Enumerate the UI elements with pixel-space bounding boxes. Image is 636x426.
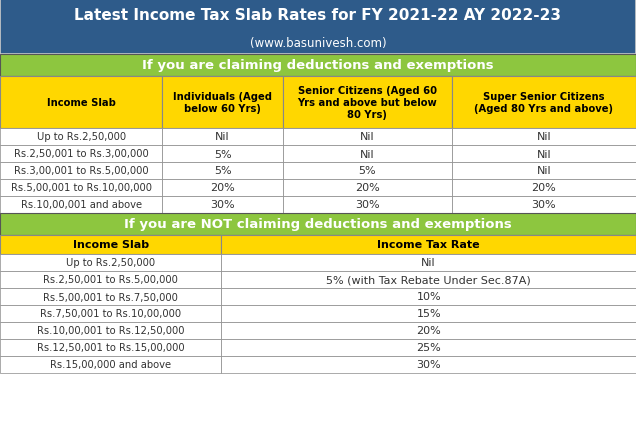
Bar: [221, 305, 636, 322]
Text: Nil: Nil: [422, 258, 436, 268]
Bar: [452, 180, 636, 196]
Text: Nil: Nil: [216, 132, 230, 142]
Bar: [452, 163, 636, 180]
Text: Senior Citizens (Aged 60
Yrs and above but below
80 Yrs): Senior Citizens (Aged 60 Yrs and above b…: [298, 86, 437, 119]
Text: Rs.12,50,001 to Rs.15,00,000: Rs.12,50,001 to Rs.15,00,000: [37, 343, 184, 353]
Text: If you are claiming deductions and exemptions: If you are claiming deductions and exemp…: [142, 59, 494, 72]
Text: 5% (with Tax Rebate Under Sec.87A): 5% (with Tax Rebate Under Sec.87A): [326, 275, 531, 285]
Text: Rs.5,00,001 to Rs.10,00,000: Rs.5,00,001 to Rs.10,00,000: [11, 183, 151, 193]
Text: 10%: 10%: [417, 292, 441, 302]
Text: (www.basunivesh.com): (www.basunivesh.com): [250, 37, 386, 50]
Bar: [0, 77, 162, 129]
Bar: [221, 236, 636, 254]
Bar: [221, 322, 636, 339]
Text: 30%: 30%: [417, 360, 441, 370]
Bar: [0, 322, 221, 339]
Bar: [162, 180, 283, 196]
Bar: [283, 163, 452, 180]
Text: Rs.10,00,001 and above: Rs.10,00,001 and above: [20, 200, 142, 210]
Bar: [452, 129, 636, 146]
Bar: [0, 146, 162, 163]
Text: Latest Income Tax Slab Rates for FY 2021-22 AY 2022-23: Latest Income Tax Slab Rates for FY 2021…: [74, 9, 562, 23]
Text: 25%: 25%: [417, 343, 441, 353]
Text: Income Slab: Income Slab: [73, 240, 149, 250]
Text: Individuals (Aged
below 60 Yrs): Individuals (Aged below 60 Yrs): [173, 92, 272, 114]
Bar: [0, 236, 221, 254]
Bar: [283, 180, 452, 196]
Text: Nil: Nil: [537, 132, 551, 142]
Text: Nil: Nil: [360, 132, 375, 142]
Bar: [0, 180, 162, 196]
Text: Rs.2,50,001 to Rs.5,00,000: Rs.2,50,001 to Rs.5,00,000: [43, 275, 178, 285]
Text: 30%: 30%: [532, 200, 556, 210]
Bar: [452, 196, 636, 213]
Bar: [221, 356, 636, 373]
Text: Rs.15,00,000 and above: Rs.15,00,000 and above: [50, 360, 171, 370]
Text: 20%: 20%: [355, 183, 380, 193]
Text: Income Tax Rate: Income Tax Rate: [377, 240, 480, 250]
Text: Up to Rs.2,50,000: Up to Rs.2,50,000: [66, 258, 155, 268]
Text: Rs.2,50,001 to Rs.3,00,000: Rs.2,50,001 to Rs.3,00,000: [14, 149, 148, 159]
Text: Rs.10,00,001 to Rs.12,50,000: Rs.10,00,001 to Rs.12,50,000: [37, 326, 184, 336]
Text: 5%: 5%: [359, 166, 376, 176]
Text: Rs.3,00,001 to Rs.5,00,000: Rs.3,00,001 to Rs.5,00,000: [14, 166, 148, 176]
Bar: [162, 163, 283, 180]
Text: Nil: Nil: [537, 166, 551, 176]
Text: 5%: 5%: [214, 166, 232, 176]
Text: Super Senior Citizens
(Aged 80 Yrs and above): Super Senior Citizens (Aged 80 Yrs and a…: [474, 92, 613, 114]
Text: 15%: 15%: [417, 309, 441, 319]
Bar: [452, 146, 636, 163]
Bar: [162, 129, 283, 146]
Bar: [0, 129, 162, 146]
Bar: [162, 146, 283, 163]
Bar: [283, 129, 452, 146]
Bar: [0, 356, 221, 373]
Text: 20%: 20%: [417, 326, 441, 336]
Text: 20%: 20%: [532, 183, 556, 193]
Text: Up to Rs.2,50,000: Up to Rs.2,50,000: [36, 132, 126, 142]
Text: 30%: 30%: [211, 200, 235, 210]
Text: Nil: Nil: [537, 149, 551, 159]
Bar: [221, 254, 636, 271]
Bar: [0, 55, 636, 77]
Text: 20%: 20%: [211, 183, 235, 193]
Text: 5%: 5%: [214, 149, 232, 159]
Bar: [283, 146, 452, 163]
Bar: [162, 77, 283, 129]
Bar: [162, 196, 283, 213]
Text: Income Slab: Income Slab: [46, 98, 116, 108]
Bar: [0, 305, 221, 322]
Bar: [283, 196, 452, 213]
Bar: [0, 196, 162, 213]
Bar: [0, 0, 636, 55]
Text: If you are NOT claiming deductions and exemptions: If you are NOT claiming deductions and e…: [124, 218, 512, 231]
Bar: [221, 288, 636, 305]
Bar: [0, 163, 162, 180]
Bar: [0, 288, 221, 305]
Text: 30%: 30%: [355, 200, 380, 210]
Bar: [221, 339, 636, 356]
Bar: [0, 271, 221, 288]
Text: Rs.5,00,001 to Rs.7,50,000: Rs.5,00,001 to Rs.7,50,000: [43, 292, 178, 302]
Bar: [0, 254, 221, 271]
Bar: [0, 213, 636, 236]
Bar: [283, 77, 452, 129]
Bar: [221, 271, 636, 288]
Bar: [452, 77, 636, 129]
Text: Rs.7,50,001 to Rs.10,00,000: Rs.7,50,001 to Rs.10,00,000: [40, 309, 181, 319]
Bar: [0, 339, 221, 356]
Text: Nil: Nil: [360, 149, 375, 159]
